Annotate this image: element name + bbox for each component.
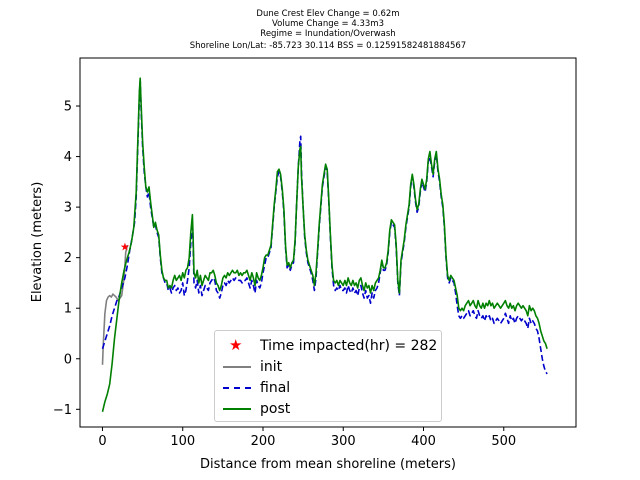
title-line-4: Shoreline Lon/Lat: -85.723 30.114 BSS = …: [189, 41, 467, 51]
y-tick-label: 3: [64, 201, 72, 216]
x-tick-label: 200: [251, 434, 276, 449]
legend-label-final: final: [260, 380, 291, 396]
x-tick-label: 500: [491, 434, 516, 449]
series-line-final: [101, 79, 548, 375]
legend-label-init: init: [260, 359, 283, 375]
title-line-2: Volume Change = 4.33m3: [272, 19, 384, 29]
y-tick-label: 2: [64, 251, 72, 266]
y-tick-label: 4: [64, 150, 72, 165]
y-tick-label: −1: [53, 403, 72, 418]
plot-frame: [79, 57, 577, 428]
x-tick-label: 0: [98, 434, 106, 449]
impact-marker: ★: [120, 241, 130, 254]
series-line-post: [101, 77, 548, 412]
series-layer: ★: [101, 77, 548, 412]
y-tick-label: 5: [64, 100, 72, 115]
star-icon: ★: [229, 336, 243, 354]
legend-item-init: init: [215, 357, 441, 377]
x-tick-label: 400: [411, 434, 436, 449]
legend-swatch-post: [223, 408, 251, 410]
legend-item-post: post: [215, 399, 441, 419]
x-tick-label: 100: [170, 434, 195, 449]
y-tick-label: 0: [64, 352, 72, 367]
legend-swatch-init: [223, 366, 251, 368]
x-axis-label: Distance from mean shoreline (meters): [200, 457, 456, 472]
title-line-1: Dune Crest Elev Change = 0.62m: [256, 9, 400, 19]
legend-label-impact: Time impacted(hr) = 282: [260, 338, 438, 354]
legend: ★ Time impacted(hr) = 282 init final pos…: [214, 330, 442, 422]
legend-item-final: final: [215, 378, 441, 398]
y-axis-label: Elevation (meters): [30, 182, 45, 303]
legend-swatch-final: [223, 387, 251, 389]
y-tick-label: 1: [64, 302, 72, 317]
legend-item-impact: ★ Time impacted(hr) = 282: [215, 336, 441, 356]
title-line-3: Regime = Inundation/Overwash: [260, 29, 396, 39]
x-tick-label: 300: [331, 434, 356, 449]
ticks-layer: 0 100 200 300 400 500 −1 0 1 2 3 4 5: [53, 100, 516, 449]
legend-label-post: post: [260, 401, 291, 417]
